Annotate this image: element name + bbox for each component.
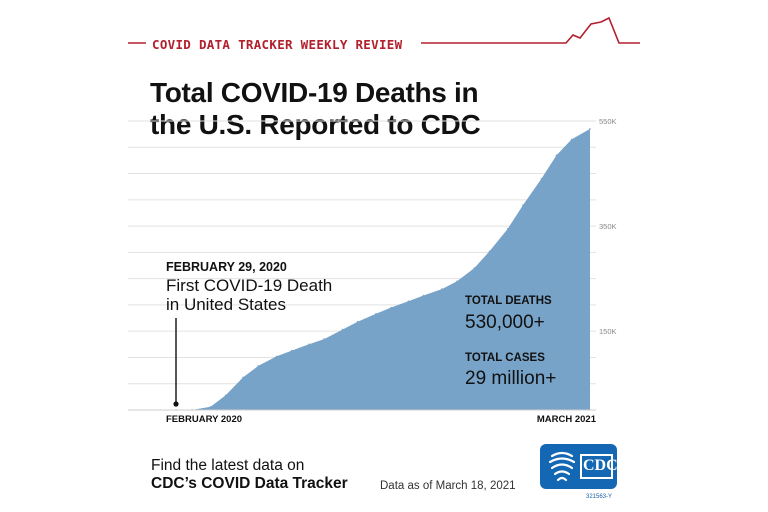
chart-title-line2: the U.S. Reported to CDC [150,109,481,140]
chart-title: Total COVID-19 Deaths in the U.S. Report… [150,77,510,141]
annotation-date: FEBRUARY 29, 2020 [166,260,287,274]
data-point [540,178,543,180]
x-tick-label: MARCH 2021 [537,414,597,425]
data-point [407,300,410,303]
data-point [209,406,212,408]
data-point [290,349,293,352]
data-point [275,355,278,358]
data-point [441,288,443,290]
banner-title: COVID DATA TRACKER WEEKLY REVIEW [152,37,403,52]
footer-text-line1: Find the latest data on [151,457,305,474]
annotation-text: First COVID-19 Death in United States [166,276,366,314]
data-point [522,204,524,206]
annotation-marker [173,401,179,407]
x-tick-label: FEBRUARY 2020 [166,414,242,425]
annotation-line2: in United States [166,295,287,314]
banner-graphic [128,16,640,44]
data-point [488,250,491,253]
y-tick-label: 150K [599,327,617,336]
data-point [356,320,359,323]
cdc-logo-box [580,454,613,479]
data-point [323,338,325,340]
chart-title-line1: Total COVID-19 Deaths in [150,77,479,108]
cdc-logo [540,444,617,489]
hhs-eagle-icon [548,451,576,482]
cdc-logo-text: CDC [583,457,618,474]
cdc-logo-id: 321563-Y [586,494,613,500]
total-cases-value: 29 million+ [465,368,557,389]
data-point [570,138,573,141]
total-deaths-value: 530,000+ [465,312,545,333]
data-as-of-date: Data as of March 18, 2021 [380,480,516,492]
data-point [390,306,392,309]
data-point [422,294,425,297]
data-point [224,394,227,397]
data-point [242,376,244,379]
data-point [507,227,509,230]
data-point [341,328,344,331]
y-tick-label: 350K [599,222,617,231]
data-point [473,267,476,269]
total-deaths-label: TOTAL DEATHS [465,295,552,307]
banner-sparkline [421,16,640,44]
y-tick-label: 550K [599,117,617,126]
data-point [257,365,260,367]
total-cases-label: TOTAL CASES [465,352,545,364]
data-point [456,280,458,283]
footer-text-line2: CDC’s COVID Data Tracker [151,475,348,492]
data-point [555,154,558,156]
annotation-line1: First COVID-19 Death [166,276,333,295]
data-point [589,128,591,130]
deaths-area [176,128,590,410]
data-point [308,343,310,346]
data-point [375,313,377,315]
